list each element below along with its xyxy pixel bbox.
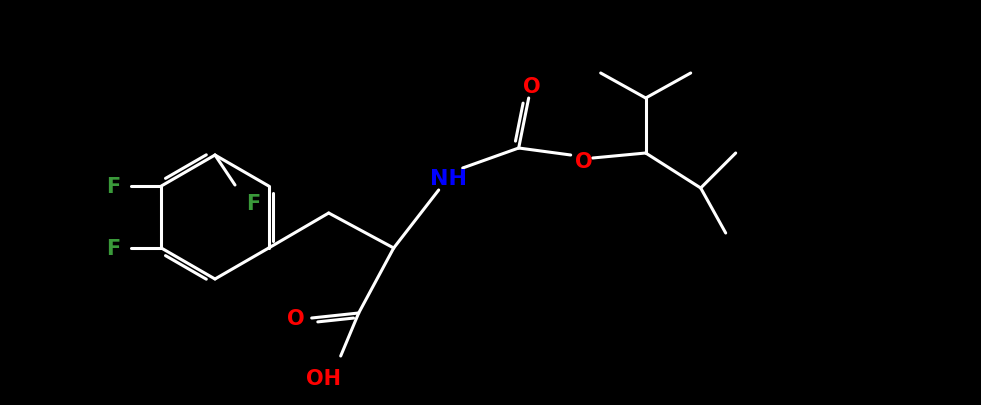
Text: F: F: [246, 194, 260, 213]
Text: NH: NH: [431, 168, 467, 189]
Text: F: F: [106, 239, 121, 258]
Text: OH: OH: [306, 368, 341, 388]
Text: F: F: [106, 177, 121, 196]
Text: O: O: [575, 151, 593, 172]
Text: O: O: [286, 308, 304, 328]
Text: O: O: [523, 77, 541, 97]
